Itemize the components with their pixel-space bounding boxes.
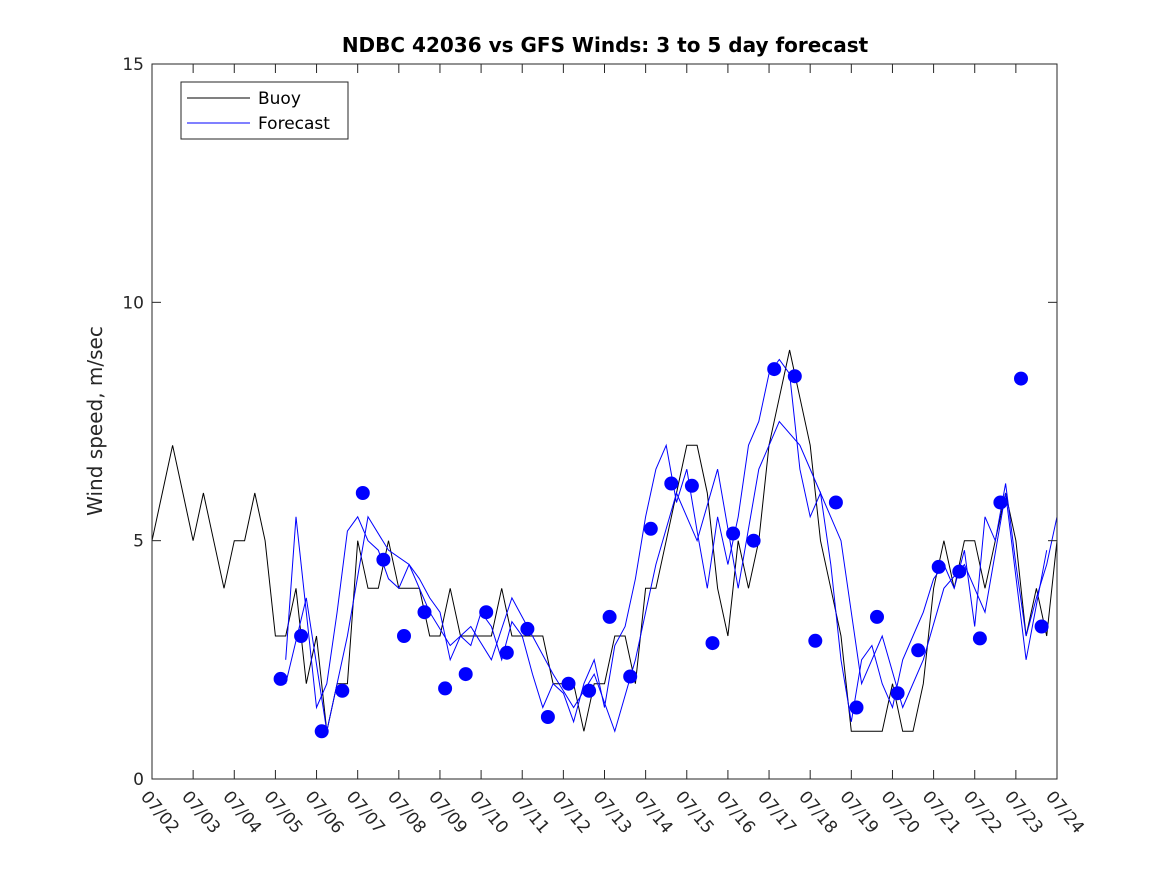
forecast-marker (643, 521, 658, 536)
forecast-marker (767, 362, 782, 377)
forecast-line-2 (285, 420, 1048, 733)
forecast-marker (808, 633, 823, 648)
forecast-marker (438, 681, 453, 696)
forecast-marker (294, 629, 309, 643)
buoy-line (151, 349, 1058, 732)
forecast-marker (335, 683, 350, 698)
forecast-marker (582, 683, 597, 698)
forecast-marker (1034, 619, 1049, 634)
forecast-marker (849, 700, 864, 715)
y-tick-label: 15 (122, 55, 144, 75)
forecast-marker (870, 609, 884, 624)
forecast-marker (828, 495, 843, 510)
chart-title: NDBC 42036 vs GFS Winds: 3 to 5 day fore… (342, 33, 869, 57)
forecast-marker (314, 724, 329, 739)
forecast-marker (540, 710, 555, 724)
forecast-marker (355, 486, 370, 500)
forecast-marker (972, 631, 987, 646)
forecast-marker (520, 621, 535, 636)
forecast-marker (664, 476, 679, 491)
forecast-marker (911, 643, 926, 658)
forecast-line-1 (285, 358, 1058, 724)
forecast-marker (273, 671, 288, 686)
forecast-marker (499, 645, 514, 660)
forecast-marker (623, 669, 638, 684)
y-axis-label: Wind speed, m/sec (83, 326, 107, 516)
forecast-layer (285, 358, 1058, 733)
forecast-marker (602, 609, 617, 624)
legend: Buoy Forecast (180, 81, 349, 140)
forecast-marker (931, 559, 946, 574)
marker-layer (273, 362, 1049, 739)
forecast-marker (397, 629, 411, 643)
forecast-marker (684, 478, 699, 493)
buoy-layer (151, 349, 1058, 732)
forecast-marker (787, 369, 802, 384)
forecast-marker (746, 533, 761, 548)
y-tick-label: 10 (122, 293, 144, 313)
forecast-marker (705, 636, 720, 651)
y-tick-label: 5 (133, 532, 144, 552)
forecast-marker (890, 686, 905, 701)
forecast-marker (726, 526, 741, 541)
y-axis: 0 5 10 15 (122, 55, 1057, 790)
forecast-marker (479, 605, 494, 620)
forecast-marker (952, 564, 967, 579)
legend-label-buoy: Buoy (258, 89, 301, 109)
forecast-marker (993, 495, 1008, 510)
forecast-marker (561, 676, 576, 691)
y-tick-label: 0 (133, 770, 144, 790)
legend-label-forecast: Forecast (258, 114, 330, 134)
forecast-marker (458, 667, 473, 682)
plot-area (152, 64, 1057, 779)
forecast-marker (417, 605, 432, 620)
forecast-marker (1014, 371, 1028, 386)
forecast-marker (376, 552, 391, 567)
legend-box (180, 81, 349, 140)
